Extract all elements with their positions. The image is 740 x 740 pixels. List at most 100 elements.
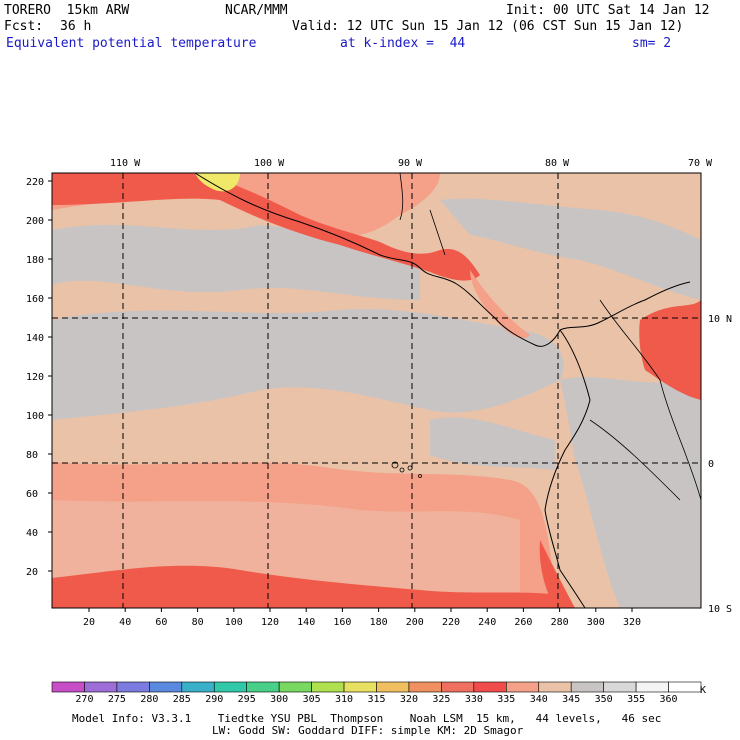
model-info: Model Info: V3.3.1 Tiedtke YSU PBL Thomp… (72, 712, 662, 725)
colorbar-tick-label: 340 (529, 694, 548, 705)
colorbar-swatch (441, 681, 475, 693)
lat-lon-grid (52, 173, 701, 608)
red-peru-coast (539, 540, 575, 608)
forecast-hours: 36 h (60, 19, 92, 34)
colorbar-tick-label: 280 (140, 694, 159, 705)
colorbar-tick-label: 315 (367, 694, 386, 705)
x-tick-label: 180 (370, 617, 388, 628)
x-tick-label: 220 (442, 617, 460, 628)
red-pacific-coast (52, 173, 480, 281)
colorbar-tick-label: 270 (75, 694, 94, 705)
south-america-west-coastline (544, 329, 591, 608)
y-tick-label: 100 (26, 411, 44, 422)
y-tick-label: 20 (26, 567, 38, 578)
level-index: at k-index = 44 (340, 36, 466, 51)
colorbar-swatch (570, 681, 604, 693)
gray-band-north (52, 225, 420, 300)
colorbar-tick-label: 295 (237, 694, 256, 705)
colorbar-tick-label: 355 (627, 694, 646, 705)
red-southern-strip (52, 565, 560, 608)
salmon-central-america (470, 270, 530, 339)
colorbar-swatches (51, 681, 702, 693)
colorbar-tick-label: 335 (497, 694, 516, 705)
longitude-labels: 110 W 100 W 90 W 80 W 70 W (110, 158, 713, 169)
y-tick-label: 200 (26, 216, 44, 227)
red-colombia (639, 300, 701, 400)
map-frame (51, 172, 702, 609)
colorbar-tick-label: 360 (659, 694, 678, 705)
field-name: Equivalent potential temperature (6, 36, 257, 51)
colorbar-swatch (505, 681, 540, 693)
lat-label-10s: 10 S (708, 604, 732, 615)
y-tick-label: 160 (26, 294, 44, 305)
colorbar-swatch (376, 681, 410, 693)
lon-label-70w: 70 W (688, 158, 713, 169)
colorbar: K (51, 681, 706, 696)
gray-band-central (52, 309, 564, 420)
colorbar-swatch (246, 681, 280, 693)
colorbar-swatch (311, 681, 345, 693)
colorbar-tick-label: 325 (432, 694, 451, 705)
x-tick-label: 320 (623, 617, 641, 628)
x-tick-label: 120 (261, 617, 279, 628)
x-tick-label: 260 (514, 617, 532, 628)
colorbar-swatch (668, 681, 702, 693)
x-tick-label: 140 (297, 617, 315, 628)
x-tick-label: 40 (119, 617, 131, 628)
colorbar-swatch (538, 681, 572, 693)
colorbar-tick-label: 275 (107, 694, 126, 705)
x-axis: 20 40 60 80 100 120 140 160 180 200 220 240 260 280 30… (83, 608, 641, 628)
x-tick-label: 280 (551, 617, 569, 628)
colorbar-tick-label: 305 (302, 694, 321, 705)
colorbar-swatch (84, 681, 118, 693)
x-tick-label: 300 (587, 617, 605, 628)
y-tick-label: 40 (26, 528, 38, 539)
x-tick-label: 20 (83, 617, 95, 628)
shaded-field (52, 173, 701, 608)
x-tick-label: 200 (406, 617, 424, 628)
physics-info: LW: Godd SW: Goddard DIFF: simple KM: 2D… (212, 724, 524, 737)
colorbar-swatch (213, 681, 248, 693)
y-tick-label: 180 (26, 255, 44, 266)
colorbar-swatch (408, 681, 442, 693)
init-time: Init: 00 UTC Sat 14 Jan 12 (506, 3, 710, 18)
y-tick-label: 140 (26, 333, 44, 344)
gray-caribbean (440, 198, 701, 300)
colorbar-tick-label: 310 (335, 694, 354, 705)
lon-label-110w: 110 W (110, 158, 141, 169)
x-tick-label: 60 (155, 617, 167, 628)
y-axis: 220 200 180 160 140 120 100 80 60 40 20 (26, 177, 52, 578)
colorbar-tick-label: 290 (205, 694, 224, 705)
x-tick-label: 100 (225, 617, 243, 628)
valid-time: Valid: 12 UTC Sun 15 Jan 12 (06 CST Sun … (292, 19, 684, 34)
yellow-hotspot (195, 173, 240, 192)
y-tick-label: 120 (26, 372, 44, 383)
y-tick-label: 220 (26, 177, 44, 188)
colorbar-tick-label: 300 (270, 694, 289, 705)
gray-south-america (560, 377, 701, 608)
forecast-label: Fcst: (4, 19, 44, 34)
colorbar-swatch (343, 681, 377, 693)
colorbar-tick-label: 285 (172, 694, 191, 705)
y-tick-label: 80 (26, 450, 38, 461)
colorbar-tick-label: 330 (464, 694, 483, 705)
model-title: TORERO 15km ARW (4, 3, 130, 18)
x-tick-label: 160 (333, 617, 351, 628)
colorbar-tick-label: 345 (562, 694, 581, 705)
colorbar-swatch (51, 681, 85, 693)
lat-label-0: 0 (708, 459, 714, 470)
country-borders (399, 173, 701, 501)
colorbar-tick-label: 350 (594, 694, 613, 705)
lon-label-90w: 90 W (398, 158, 423, 169)
colorbar-tick-label: 320 (399, 694, 418, 705)
colorbar-swatch (149, 681, 183, 693)
colorbar-swatch (635, 681, 669, 693)
x-tick-label: 80 (192, 617, 204, 628)
colorbar-swatch (116, 681, 150, 693)
gray-equatorial (430, 417, 555, 470)
lon-label-80w: 80 W (545, 158, 570, 169)
colorbar-swatch (473, 681, 507, 693)
colorbar-swatch (181, 681, 215, 693)
y-tick-label: 60 (26, 489, 38, 500)
colorbar-unit: K (700, 685, 706, 696)
